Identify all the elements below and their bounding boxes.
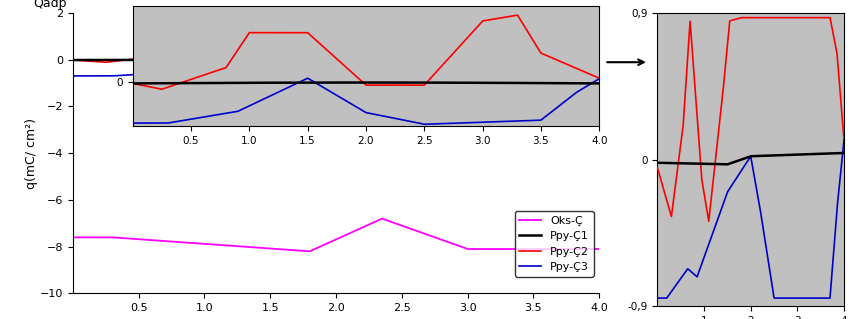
Y-axis label: q(mC/ cm²): q(mC/ cm²) xyxy=(26,118,39,189)
Legend: Oks-Ç, Ppy-Ç1, Ppy-Ç2, Ppy-Ç3: Oks-Ç, Ppy-Ç1, Ppy-Ç2, Ppy-Ç3 xyxy=(514,211,594,277)
Text: Qadp: Qadp xyxy=(33,0,67,10)
